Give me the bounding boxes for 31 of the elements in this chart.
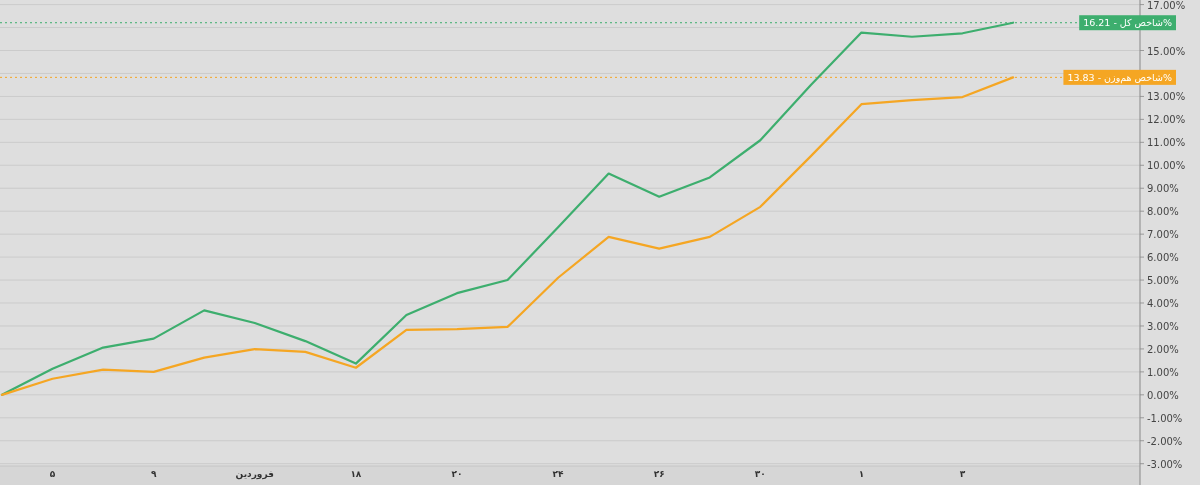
x-tick-label: ۹ xyxy=(150,469,157,479)
y-tick-label: 8.00% xyxy=(1147,206,1179,218)
y-tick-label: 6.00% xyxy=(1147,252,1179,264)
y-tick-label: -3.00% xyxy=(1147,458,1183,470)
y-tick-label: 11.00% xyxy=(1147,137,1186,149)
y-tick-label: 3.00% xyxy=(1147,320,1179,332)
y-tick-label: 1.00% xyxy=(1147,366,1179,378)
x-tick-label: فروردین xyxy=(235,469,275,480)
x-tick-label: ۱۸ xyxy=(350,469,362,479)
y-tick-label: 5.00% xyxy=(1147,275,1179,287)
y-tick-label: 15.00% xyxy=(1147,45,1186,57)
y-tick-label: 12.00% xyxy=(1147,114,1186,126)
y-tick-label: 0.00% xyxy=(1147,389,1179,401)
y-tick-label: 2.00% xyxy=(1147,343,1179,355)
ref-line-label: شاخص کل - 16.21% xyxy=(1083,17,1172,29)
x-tick-label: ۳۰ xyxy=(754,469,766,479)
y-tick-label: -1.00% xyxy=(1147,412,1183,424)
x-tick-label: ۲۶ xyxy=(653,469,665,479)
y-tick-label: 4.00% xyxy=(1147,298,1179,310)
x-tick-label: ۲۰ xyxy=(451,469,463,479)
y-tick-label: 17.00% xyxy=(1147,0,1186,11)
x-tick-label: ۵ xyxy=(49,469,56,479)
x-tick-label: ۳ xyxy=(959,469,966,479)
ref-line-label: شاخص هم‌وزن - 13.83% xyxy=(1067,71,1172,84)
y-tick-label: 13.00% xyxy=(1147,91,1186,103)
y-tick-label: 7.00% xyxy=(1147,229,1179,241)
y-tick-label: -2.00% xyxy=(1147,435,1183,447)
y-tick-label: 10.00% xyxy=(1147,160,1186,172)
y-tick-label: 9.00% xyxy=(1147,183,1179,195)
x-tick-label: ۱ xyxy=(858,469,865,479)
x-tick-label: ۲۴ xyxy=(552,469,565,479)
